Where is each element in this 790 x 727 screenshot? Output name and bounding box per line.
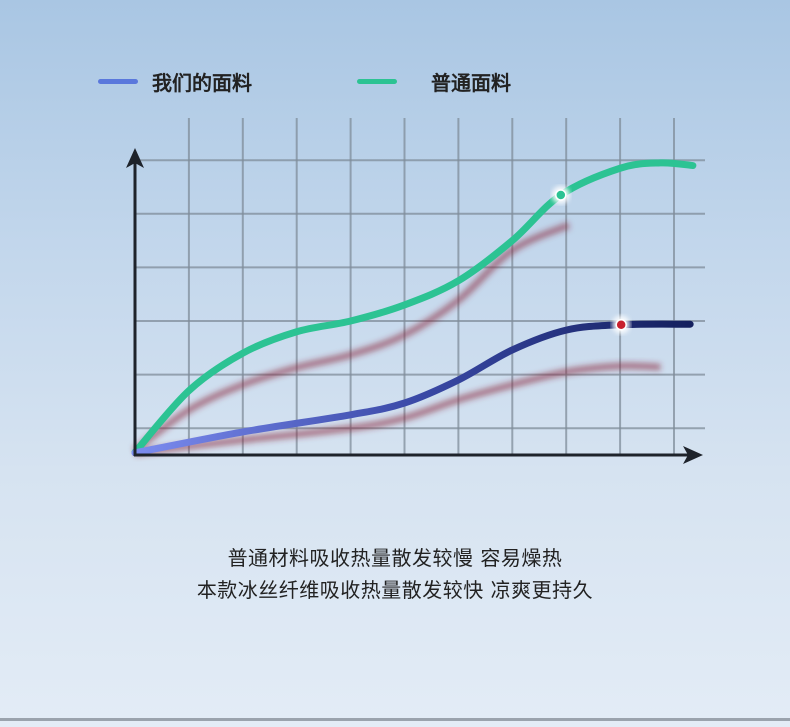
y-axis-arrow xyxy=(126,148,144,168)
shadow-curve xyxy=(132,221,571,453)
series-marker xyxy=(615,319,627,331)
series-marker xyxy=(555,189,567,201)
legend-swatch-ours xyxy=(98,78,138,84)
bottom-divider xyxy=(0,718,790,721)
legend-item-ordinary: 普通面料 xyxy=(357,66,511,96)
series-line-1 xyxy=(131,320,694,457)
shadow-curve xyxy=(134,362,661,457)
legend-item-ours: 我们的面料 xyxy=(98,66,252,96)
legend-label-ordinary: 普通面料 xyxy=(431,70,511,95)
caption-line-2: 本款冰丝纤维吸收热量散发较快 凉爽更持久 xyxy=(196,578,594,602)
caption-line-1: 普通材料吸收热量散发较慢 容易燥热 xyxy=(227,546,563,570)
x-axis-arrow xyxy=(683,446,703,464)
series-group xyxy=(131,159,697,457)
legend-label-ours: 我们的面料 xyxy=(152,70,252,95)
legend-swatch-ordinary xyxy=(357,78,397,84)
series-line-0 xyxy=(131,159,697,456)
axes xyxy=(126,148,703,464)
